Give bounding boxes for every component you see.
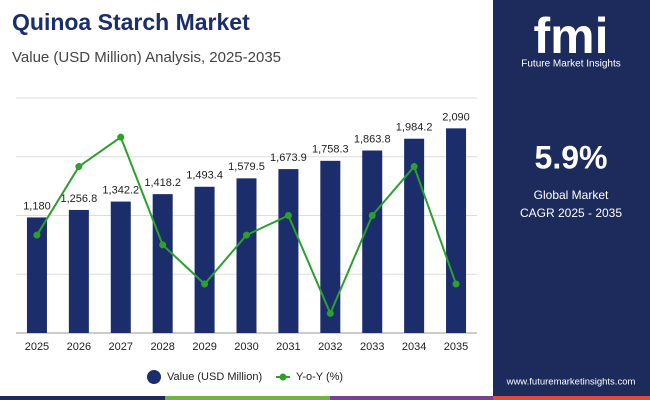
- bar: [68, 209, 89, 333]
- x-tick-label: 2028: [150, 341, 174, 353]
- website: www.futuremarketinsights.com: [506, 377, 636, 388]
- data-label: 1,418.2: [144, 177, 181, 189]
- bar: [110, 201, 131, 333]
- point: [117, 133, 125, 141]
- chart-title: Quinoa Starch Market: [12, 9, 250, 35]
- data-label: 1,342.2: [102, 184, 139, 196]
- point: [159, 241, 167, 249]
- bar: [26, 217, 47, 333]
- stripe: [0, 396, 165, 400]
- stripe: [493, 396, 650, 400]
- bar: [236, 178, 257, 333]
- data-label: 1,579.5: [228, 161, 265, 173]
- point: [326, 309, 334, 317]
- data-label: 2,090: [442, 111, 470, 123]
- x-tick-label: 2033: [360, 341, 384, 353]
- x-tick-label: 2034: [402, 341, 426, 353]
- cagr-label: CAGR 2025 - 2035: [520, 206, 622, 220]
- side-panel: [493, 0, 650, 400]
- x-tick-label: 2030: [234, 341, 258, 353]
- data-label: 1,256.8: [61, 193, 98, 205]
- cagr-value: 5.9%: [535, 139, 608, 175]
- bar: [194, 186, 215, 333]
- cagr-label: Global Market: [534, 188, 609, 202]
- x-tick-label: 2027: [109, 341, 133, 353]
- bar: [446, 128, 467, 333]
- x-tick-label: 2031: [276, 341, 300, 353]
- legend-marker: [279, 373, 287, 381]
- legend-label: Y-o-Y (%): [296, 371, 343, 383]
- bar: [404, 138, 425, 333]
- point: [410, 163, 418, 171]
- brand: Future Market Insights: [521, 59, 620, 70]
- bar: [278, 169, 299, 333]
- point: [243, 231, 250, 239]
- bar: [320, 160, 341, 333]
- data-label: 1,180: [23, 200, 51, 212]
- point: [33, 231, 41, 239]
- logo: fmi: [534, 8, 609, 64]
- x-tick-label: 2026: [67, 341, 91, 353]
- stripe: [165, 396, 330, 400]
- data-label: 1,863.8: [354, 133, 391, 145]
- data-label: 1,493.4: [186, 170, 223, 182]
- data-label: 1,984.2: [396, 122, 433, 134]
- x-tick-label: 2029: [192, 341, 216, 353]
- legend-marker: [147, 370, 161, 384]
- point: [452, 280, 460, 288]
- x-tick-label: 2032: [318, 341, 342, 353]
- stripe: [330, 396, 493, 400]
- x-tick-label: 2035: [444, 341, 468, 353]
- bar: [362, 150, 383, 333]
- point: [368, 212, 376, 219]
- point: [75, 163, 83, 171]
- data-label: 1,758.3: [312, 144, 349, 156]
- point: [201, 280, 209, 288]
- point: [284, 212, 292, 219]
- chart-subtitle: Value (USD Million) Analysis, 2025-2035: [12, 49, 281, 66]
- data-label: 1,673.9: [270, 152, 307, 164]
- x-tick-label: 2025: [25, 341, 49, 353]
- legend-label: Value (USD Million): [167, 371, 262, 383]
- bar: [152, 194, 173, 333]
